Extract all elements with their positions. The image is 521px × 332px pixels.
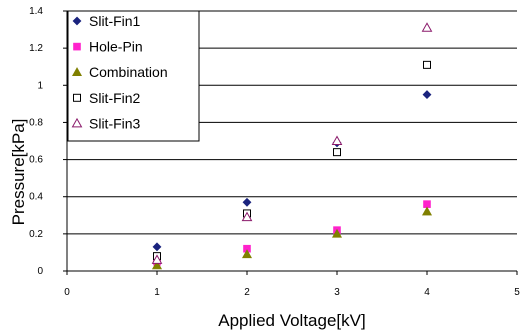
legend-marker: [72, 16, 82, 26]
legend-item: Hole-Pin: [73, 39, 143, 55]
data-points: [151, 22, 433, 270]
data-point: [423, 60, 431, 69]
y-tick-label: 0.2: [29, 229, 43, 240]
tick-labels: 0 0.2 0.4 0.6 0.8 1 1.2 1.4 0 1 2 3 4 5: [29, 6, 520, 298]
data-point: [333, 148, 341, 157]
y-tick-label: 0.4: [29, 192, 43, 203]
legend-label: Slit-Fin2: [89, 90, 141, 106]
legend-marker: [73, 42, 81, 51]
data-point: [151, 260, 163, 270]
y-tick-label: 1.2: [29, 43, 43, 54]
data-point: [331, 228, 343, 238]
x-tick-label: 0: [64, 287, 70, 298]
x-axis-title: Applied Voltage[kV]: [218, 311, 365, 330]
y-tick-label: 0.6: [29, 155, 43, 166]
legend: Slit-Fin1 Hole-Pin Combination Slit-Fin2 Sli…: [67, 10, 200, 142]
series-combination: [151, 206, 433, 270]
series-slit-fin3: [151, 22, 433, 264]
legend-marker: [71, 117, 83, 128]
data-point: [241, 211, 253, 222]
y-tick-label: 0: [37, 266, 43, 277]
data-point: [331, 135, 343, 145]
legend-marker: [71, 67, 83, 76]
data-point: [242, 197, 252, 207]
y-tick-label: 1: [37, 80, 43, 91]
data-point: [422, 90, 432, 99]
y-tick-label: 0.8: [29, 117, 43, 128]
data-point: [421, 22, 433, 32]
data-point: [151, 254, 163, 264]
legend-label: Slit-Fin1: [89, 13, 141, 29]
x-tick-label: 3: [334, 287, 340, 298]
legend-item: Slit-Fin3: [71, 115, 141, 131]
x-tick-label: 5: [514, 287, 520, 298]
data-point: [152, 242, 162, 252]
legend-item: Combination: [71, 64, 168, 80]
series-hole-pin: [153, 200, 431, 266]
data-point: [241, 249, 253, 259]
legend-marker: [73, 93, 81, 102]
legend-box: [67, 10, 200, 142]
legend-label: Slit-Fin3: [89, 115, 141, 131]
x-tick-label: 4: [424, 287, 430, 298]
y-tick-label: 1.4: [29, 6, 43, 17]
legend-item: Slit-Fin2: [73, 90, 141, 106]
axes: [66, 11, 517, 272]
y-axis-title: Pressure[kPa]: [9, 119, 28, 226]
legend-item: Slit-Fin1: [72, 13, 141, 29]
legend-label: Hole-Pin: [89, 39, 143, 55]
legend-label: Combination: [89, 64, 168, 80]
x-tick-label: 1: [154, 287, 160, 298]
data-point: [421, 206, 433, 216]
x-tick-label: 2: [244, 287, 250, 298]
